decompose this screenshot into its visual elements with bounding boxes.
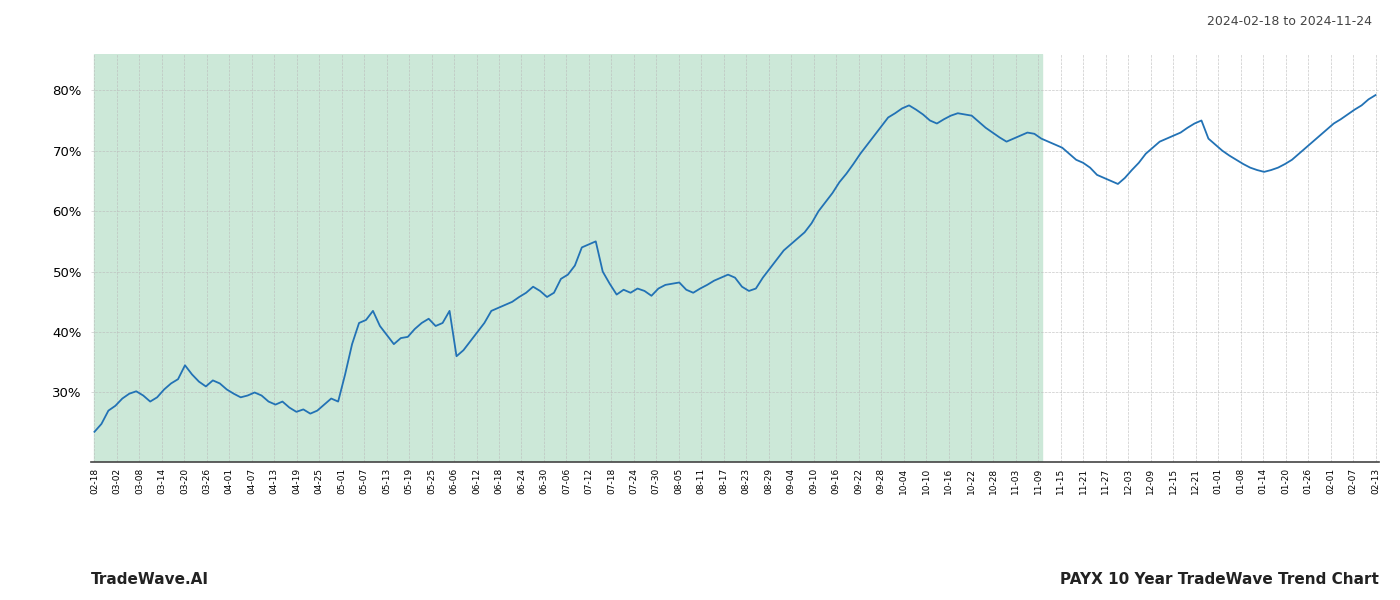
Text: TradeWave.AI: TradeWave.AI (91, 572, 209, 587)
Text: PAYX 10 Year TradeWave Trend Chart: PAYX 10 Year TradeWave Trend Chart (1060, 572, 1379, 587)
Text: 2024-02-18 to 2024-11-24: 2024-02-18 to 2024-11-24 (1207, 15, 1372, 28)
Bar (94, 54, 1043, 462)
